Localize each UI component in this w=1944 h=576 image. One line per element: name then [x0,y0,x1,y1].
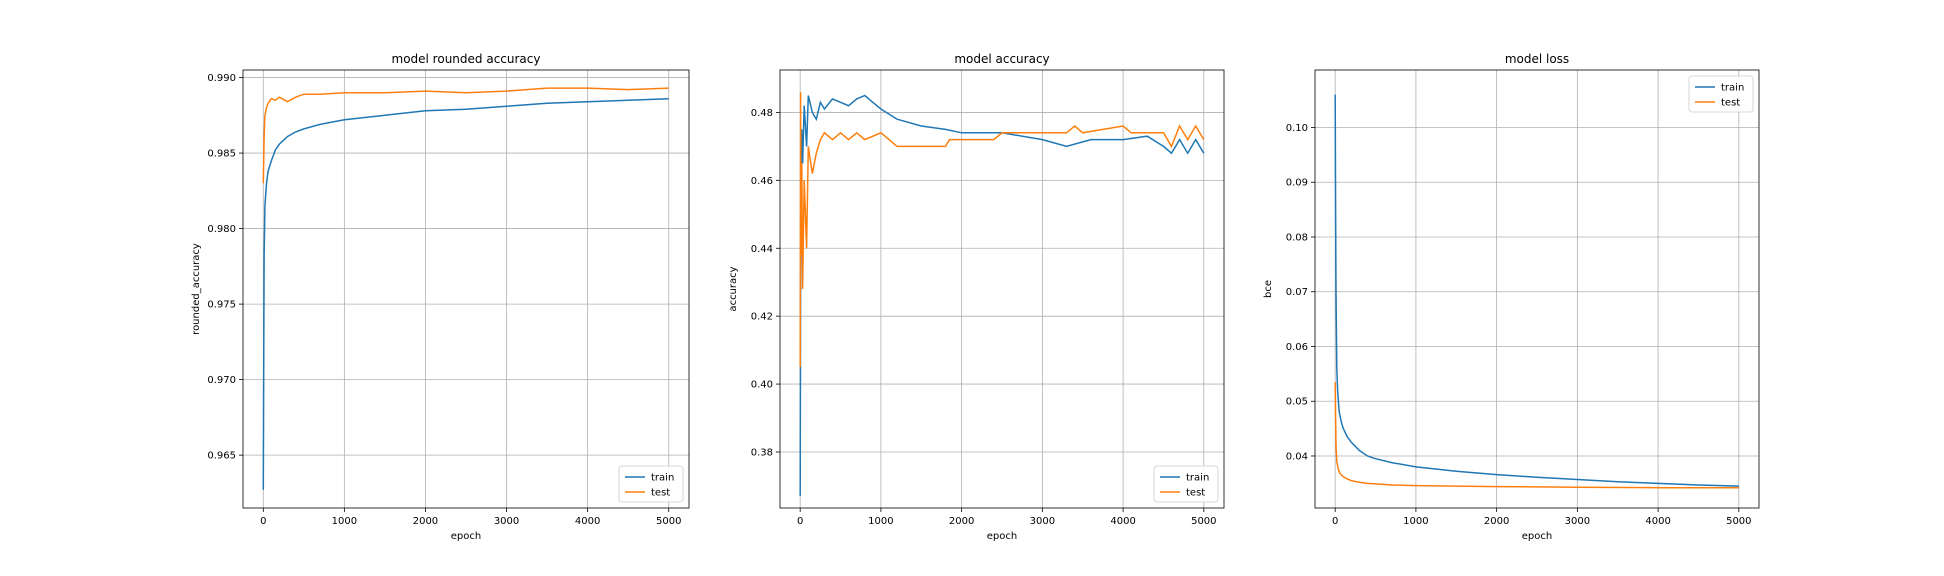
x-tick-label: 3000 [494,516,519,527]
series-line-train [1334,94,1739,487]
legend-box [618,465,684,503]
legend-label-train: train [1186,473,1209,484]
x-tick-label: 4000 [1645,516,1670,527]
legend: train test [1688,75,1754,113]
y-axis-label: accuracy [728,266,739,311]
x-tick-label: 0 [260,516,266,527]
x-tick-label: 3000 [1030,516,1055,527]
chart-panel-0: 0 1000 2000 3000 4000 5000 0.965 0.970 0.975 0.98… [191,52,690,542]
y-tick-label: 0.07 [1286,287,1308,298]
y-axis-label: rounded_accuracy [191,243,202,335]
x-tick-label: 1000 [332,516,357,527]
plot-frame [779,69,1225,509]
y-tick-label: 0.46 [751,176,773,187]
series-line-test [799,92,1205,368]
x-tick-label: 5000 [1726,516,1751,527]
chart-title: model loss [1505,52,1569,66]
x-axis-label: epoch [987,531,1017,542]
series-line-train [799,94,1205,497]
y-axis-label: bce [1263,280,1274,298]
legend-label-test: test [651,488,670,499]
x-tick-label: 5000 [656,516,681,527]
chart-title: model rounded accuracy [392,52,541,66]
y-tick-label: 0.40 [751,380,773,391]
x-axis-label: epoch [451,531,481,542]
legend-label-test: test [1186,488,1205,499]
y-tick-label: 0.975 [207,300,236,311]
y-tick-label: 0.970 [207,375,236,386]
y-tick-label: 0.04 [1286,451,1308,462]
chart-title: model accuracy [954,52,1049,66]
x-axis-label: epoch [1522,531,1552,542]
y-tick-label: 0.48 [751,108,773,119]
x-tick-label: 1000 [868,516,893,527]
chart-panel-2: 0 1000 2000 3000 4000 5000 0.04 0.05 0.06 0.07 0.0… [1263,52,1760,542]
y-tick-label: 0.05 [1286,397,1308,408]
x-tick-label: 2000 [949,516,974,527]
y-tick-label: 0.965 [207,451,236,462]
legend-box [1688,75,1754,113]
legend-box [1153,465,1219,503]
legend-label-train: train [1721,83,1744,94]
series-line-test [262,87,669,184]
chart-panel-1: 0 1000 2000 3000 4000 5000 0.38 0.40 0.42 0.44 0.4… [728,52,1225,542]
legend: train test [1153,465,1219,503]
legend-label-train: train [651,473,674,484]
x-tick-label: 2000 [413,516,438,527]
y-tick-label: 0.09 [1286,178,1308,189]
x-tick-label: 0 [1332,516,1338,527]
plot-frame [242,69,690,509]
y-tick-label: 0.42 [751,312,773,323]
y-tick-label: 0.985 [207,149,236,160]
series-line-train [262,97,669,490]
plot-frame [1314,69,1760,509]
y-tick-label: 0.990 [207,73,236,84]
y-tick-label: 0.980 [207,224,236,235]
x-tick-label: 4000 [575,516,600,527]
y-tick-label: 0.38 [751,447,773,458]
y-tick-label: 0.44 [751,244,773,255]
y-tick-label: 0.08 [1286,232,1308,243]
x-tick-label: 3000 [1565,516,1590,527]
y-tick-label: 0.10 [1286,123,1308,134]
x-tick-label: 1000 [1403,516,1428,527]
legend-label-test: test [1721,98,1740,109]
y-tick-label: 0.06 [1286,342,1308,353]
x-tick-label: 5000 [1191,516,1216,527]
x-tick-label: 0 [797,516,803,527]
series-line-test [1334,382,1739,489]
x-tick-label: 4000 [1110,516,1135,527]
legend: train test [618,465,684,503]
x-tick-label: 2000 [1484,516,1509,527]
